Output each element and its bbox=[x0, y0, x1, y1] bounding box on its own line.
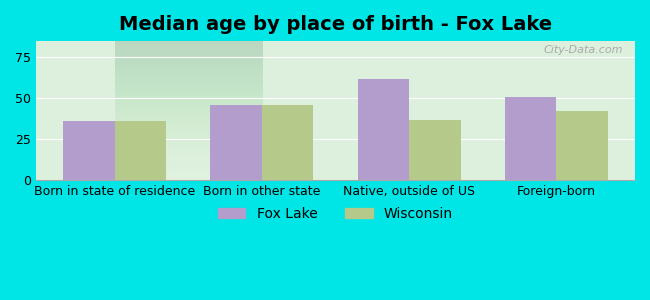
Legend: Fox Lake, Wisconsin: Fox Lake, Wisconsin bbox=[212, 201, 459, 226]
Title: Median age by place of birth - Fox Lake: Median age by place of birth - Fox Lake bbox=[119, 15, 552, 34]
Text: City-Data.com: City-Data.com bbox=[543, 45, 623, 55]
Bar bbox=[114, 121, 166, 180]
Bar bbox=[262, 105, 313, 180]
Bar bbox=[358, 79, 409, 180]
Bar bbox=[556, 112, 608, 180]
Bar bbox=[504, 97, 556, 180]
Bar bbox=[63, 121, 114, 180]
Bar bbox=[409, 120, 461, 180]
Bar bbox=[211, 105, 262, 180]
